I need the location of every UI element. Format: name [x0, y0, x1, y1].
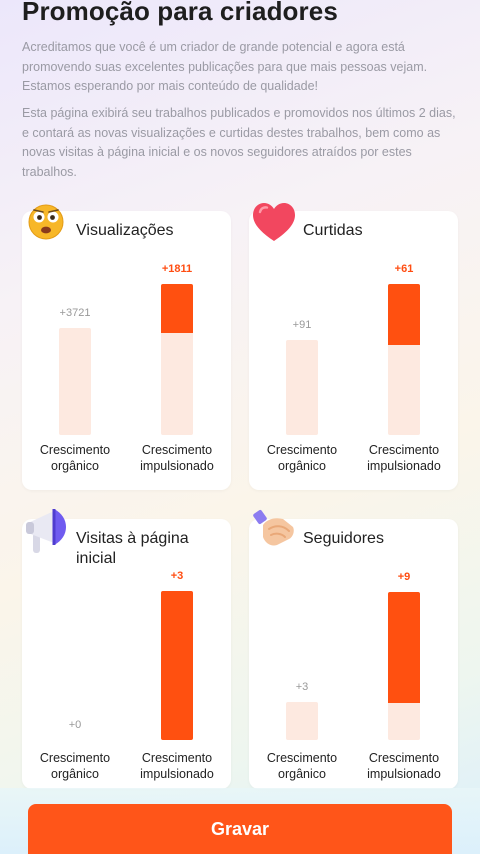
boosted-value: +1811	[161, 263, 193, 275]
followers-card: Seguidores +3 +9 Crescimento orgânico Cr…	[249, 510, 458, 789]
page-title: Promoção para criadores	[22, 0, 338, 26]
megaphone-icon	[24, 503, 70, 555]
boosted-caption: Crescimento impulsionado	[367, 443, 441, 473]
organic-caption: Crescimento orgânico	[39, 751, 111, 781]
boosted-value: +61	[394, 263, 414, 275]
boosted-bar	[161, 591, 193, 740]
profile-visits-card: Visitas à página inicial +0 +3 Crescimen…	[22, 509, 231, 789]
boosted-bar	[388, 592, 420, 740]
boosted-caption: Crescimento impulsionado	[367, 751, 441, 781]
intro-paragraph: Acreditamos que você é um criador de gra…	[22, 40, 428, 93]
organic-bar	[286, 340, 318, 435]
boosted-bar-fill	[161, 284, 193, 334]
boosted-bar	[161, 284, 193, 435]
handshake-icon	[253, 507, 299, 551]
views-card: Visualizações +3721 +1811 Crescimento or…	[22, 204, 231, 490]
likes-card: Curtidas +91 +61 Crescimento orgânico Cr…	[249, 203, 458, 490]
organic-bar	[59, 328, 91, 435]
description-paragraph: Esta página exibirá seu trabalhos public…	[22, 106, 456, 179]
organic-caption: Crescimento orgânico	[266, 751, 338, 781]
boosted-value: +9	[397, 571, 411, 583]
card-title: Visitas à página inicial	[76, 530, 189, 567]
organic-bar	[286, 702, 318, 740]
boosted-caption: Crescimento impulsionado	[140, 443, 214, 473]
heart-icon	[251, 201, 297, 245]
save-button[interactable]: Gravar	[28, 804, 452, 854]
card-title: Visualizações	[76, 222, 174, 239]
card-title: Seguidores	[303, 530, 384, 547]
organic-value: +3	[295, 681, 309, 693]
boosted-value: +3	[170, 570, 184, 582]
boosted-bar-fill	[388, 284, 420, 345]
surprised-face-emoji-icon	[26, 201, 66, 241]
organic-value: +3721	[59, 307, 91, 319]
organic-caption: Crescimento orgânico	[39, 443, 111, 473]
card-title: Curtidas	[303, 222, 363, 239]
boosted-bar	[388, 284, 420, 435]
boosted-bar-fill	[388, 592, 420, 703]
organic-value: +91	[292, 319, 312, 331]
boosted-bar-fill	[161, 591, 193, 740]
organic-caption: Crescimento orgânico	[266, 443, 338, 473]
organic-value: +0	[68, 719, 82, 731]
boosted-caption: Crescimento impulsionado	[140, 751, 214, 781]
